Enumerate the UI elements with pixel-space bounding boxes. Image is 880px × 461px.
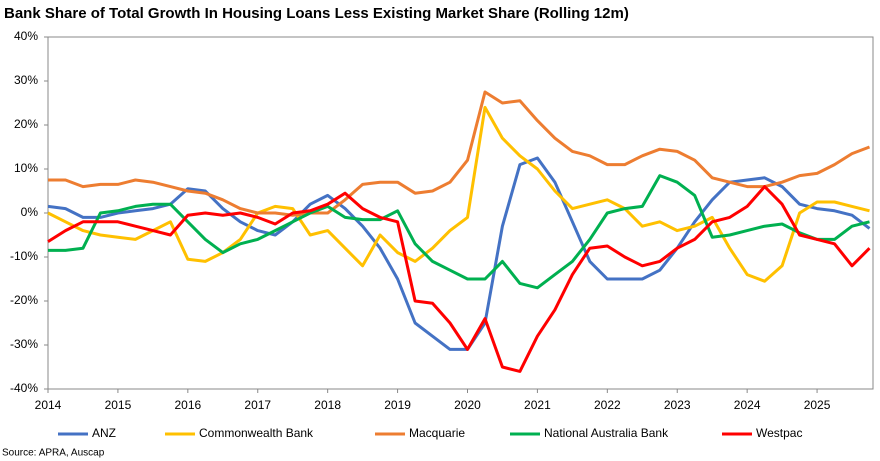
x-tick-label: 2023: [664, 398, 691, 412]
y-tick-label: 10%: [14, 161, 38, 175]
y-tick-label: 0%: [21, 205, 39, 219]
y-tick-label: -20%: [10, 293, 38, 307]
series-line: [47, 105, 870, 283]
x-tick-label: 2019: [384, 398, 411, 412]
x-tick-label: 2024: [734, 398, 761, 412]
x-tick-label: 2021: [524, 398, 551, 412]
x-tick-label: 2014: [35, 398, 62, 412]
x-tick-label: 2015: [105, 398, 132, 412]
legend-label: ANZ: [92, 426, 116, 440]
legend-label: National Australia Bank: [544, 426, 669, 440]
y-tick-label: 30%: [14, 73, 38, 87]
x-tick-label: 2016: [174, 398, 201, 412]
y-tick-label: -40%: [10, 381, 38, 395]
series-line: [47, 185, 871, 373]
legend-label: Macquarie: [409, 426, 465, 440]
series-line: [48, 90, 871, 217]
chart-title: Bank Share of Total Growth In Housing Lo…: [4, 5, 629, 22]
source-note: Source: APRA, Auscap: [2, 448, 105, 459]
x-tick-label: 2018: [314, 398, 341, 412]
y-tick-label: 20%: [14, 117, 38, 131]
x-tick-label: 2022: [594, 398, 621, 412]
x-tick-label: 2025: [804, 398, 831, 412]
y-tick-label: 40%: [14, 29, 38, 43]
legend-label: Commonwealth Bank: [199, 426, 314, 440]
x-tick-label: 2020: [454, 398, 481, 412]
y-tick-label: -10%: [10, 249, 38, 263]
legend-label: Westpac: [756, 426, 802, 440]
y-tick-label: -30%: [10, 337, 38, 351]
x-tick-label: 2017: [244, 398, 271, 412]
